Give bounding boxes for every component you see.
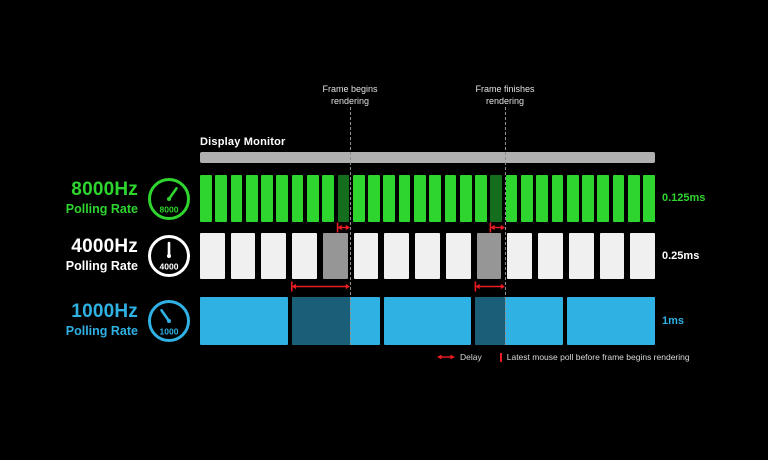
poll-bar [383,175,396,222]
poll-bar [459,175,472,222]
poll-bar [568,233,594,279]
poll-bar [612,175,625,222]
frame-begins-dashed-line [350,107,351,345]
frame-finishes-line1: Frame finishes [475,84,535,94]
poll-bar [597,175,610,222]
latest-poll-region [475,297,505,345]
poll-bar [566,175,579,222]
poll-bar [643,175,655,222]
display-monitor-label: Display Monitor [200,136,286,148]
poll-bar [536,175,548,222]
sub-label-4000hz: Polling Rate [65,259,138,273]
delay-arrowhead-left [291,283,296,290]
row-label-1000hz: 1000Hz Polling Rate [18,302,138,338]
poll-bar [383,297,472,345]
row-label-8000hz: 8000Hz Polling Rate [18,180,138,216]
legend-latest-poll-item: Latest mouse poll before frame begins re… [499,352,690,362]
poll-bar [582,175,594,222]
latest-poll-bar [322,233,348,279]
display-monitor-bar [200,152,655,163]
poll-bar [353,233,379,279]
poll-bar [429,175,441,222]
legend-delay-label: Delay [460,352,482,362]
poll-bar [475,175,487,222]
frame-finishes-annotation: Frame finishes rendering [440,84,570,107]
gauge-value-4000hz: 4000 [160,262,179,272]
poll-bar [261,175,273,222]
poll-bar [200,297,288,345]
poll-bar [445,233,471,279]
frame-finishes-line2: rendering [485,95,525,106]
poll-bars-4000hz [200,233,655,279]
poll-bars-8000hz [200,175,655,222]
latest-poll-bar [490,175,503,222]
poll-bar [630,233,655,279]
legend-latest-poll-label: Latest mouse poll before frame begins re… [506,352,690,362]
latest-poll-bar [476,233,502,279]
poll-bar [200,175,212,222]
latest-poll-tick [336,222,339,233]
poll-bar [398,175,411,222]
sub-label-1000hz: Polling Rate [65,324,138,338]
frame-begins-line1: Frame begins [322,84,378,94]
poll-bar [200,233,225,279]
row-label-4000hz: 4000Hz Polling Rate [18,237,138,273]
poll-bar [352,175,365,222]
poll-bar [215,175,227,222]
legend: Delay Latest mouse poll before frame beg… [437,352,690,362]
interval-label-8000hz: 0.125ms [662,192,706,204]
poll-bar [384,233,410,279]
poll-bar [368,175,380,222]
poll-bar [245,175,258,222]
frame-finishes-dashed-line [505,107,506,345]
poll-bar [415,233,440,279]
poll-bar [507,233,533,279]
legend-delay-item: Delay [437,352,482,362]
delay-arrow-icon [437,354,455,360]
latest-poll-tick [291,281,293,292]
delay-arrowhead-left [490,224,495,231]
delay-arrowhead-left [337,224,342,231]
poll-bar [230,233,256,279]
interval-label-4000hz: 0.25ms [662,249,700,262]
freq-label-4000hz: 4000Hz [71,236,138,257]
latest-poll-bar [337,175,350,222]
sub-label-8000hz: Polling Rate [65,201,138,216]
frame-begins-annotation: Frame begins rendering [285,84,415,107]
gauge-icon-4000hz: 4000 [148,235,190,277]
gauge-value-8000hz: 8000 [160,204,179,214]
latest-poll-tick [474,281,477,292]
poll-bar [444,175,457,222]
poll-bar [276,175,289,222]
gauge-value-1000hz: 1000 [160,327,179,337]
poll-bar [261,233,287,279]
poll-bars-1000hz [200,297,655,345]
poll-bar [291,175,304,222]
poll-bar [538,233,563,279]
poll-bar [505,175,518,222]
poll-bar [551,175,564,222]
latest-poll-tick-icon [499,352,502,362]
gauge-icon-8000hz: 8000 [148,177,190,220]
poll-bar [628,175,640,222]
frame-begins-line2: rendering [330,95,370,106]
freq-label-8000hz: 8000Hz [71,178,138,200]
interval-label-1000hz: 1ms [662,314,685,327]
poll-bar [292,233,317,279]
poll-bar [567,297,655,345]
latest-poll-tick [489,222,492,233]
gauge-icon-1000hz: 1000 [148,300,190,342]
latest-poll-region [291,297,350,345]
poll-bar [307,175,319,222]
freq-label-1000hz: 1000Hz [71,301,138,322]
poll-bar [414,175,426,222]
poll-bar [521,175,533,222]
poll-bar [599,233,625,279]
poll-bar [322,175,334,222]
delay-arrowhead-left [475,283,480,290]
poll-bar [230,175,243,222]
